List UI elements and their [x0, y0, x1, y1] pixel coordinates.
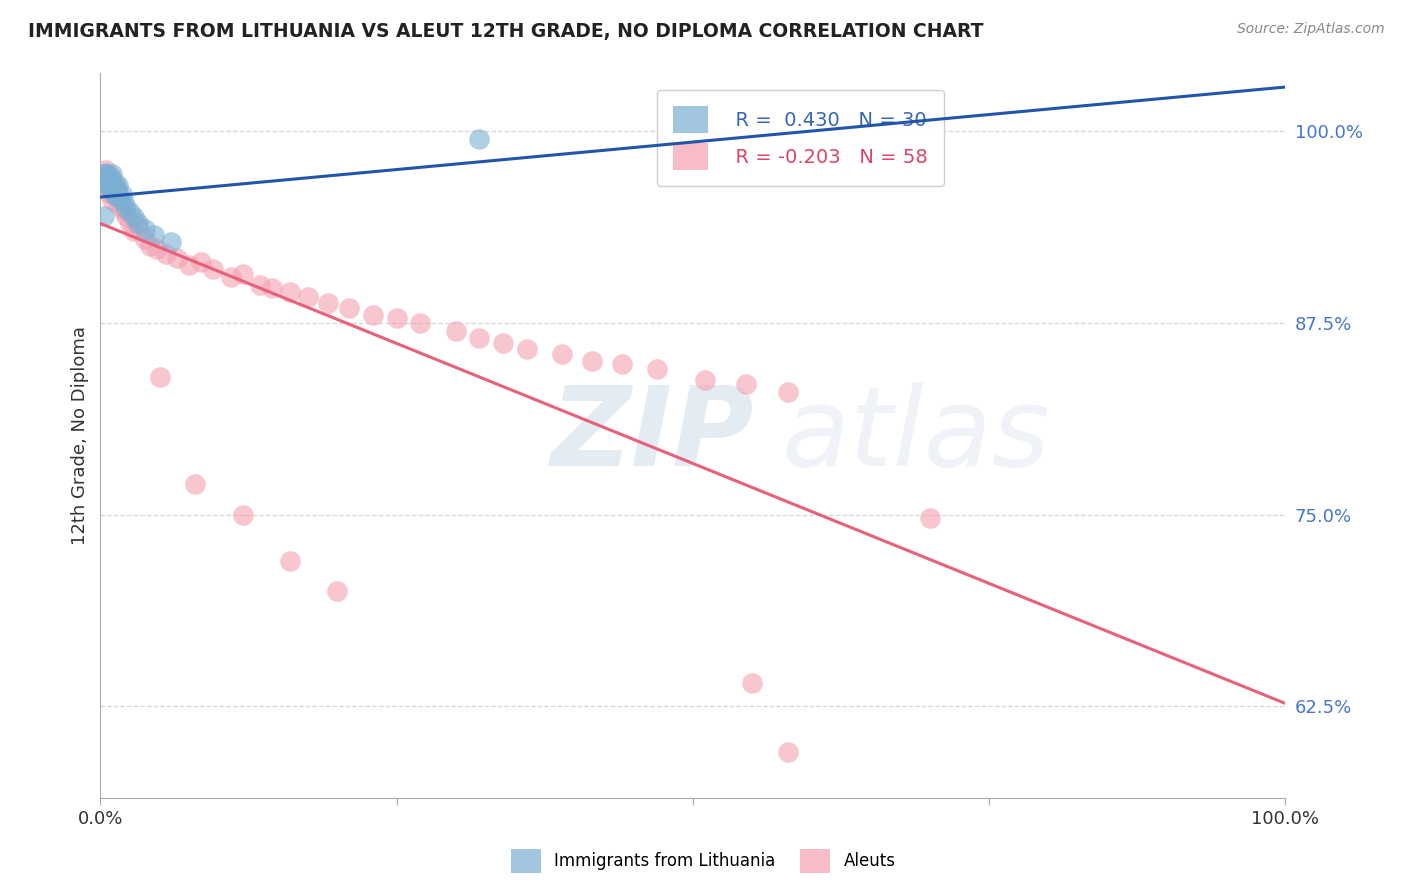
Point — [468, 132, 491, 146]
Text: IMMIGRANTS FROM LITHUANIA VS ALEUT 12TH GRADE, NO DIPLOMA CORRELATION CHART: IMMIGRANTS FROM LITHUANIA VS ALEUT 12TH … — [28, 22, 984, 41]
Point — [105, 184, 128, 198]
Point — [108, 188, 131, 202]
Point — [104, 178, 127, 192]
Point — [118, 205, 141, 219]
Point — [409, 316, 432, 330]
Point — [179, 258, 201, 272]
Point — [262, 280, 284, 294]
Point — [112, 194, 135, 209]
Point — [127, 219, 149, 234]
Point — [160, 235, 183, 249]
Point — [155, 247, 177, 261]
Point — [112, 204, 135, 219]
Point — [101, 173, 124, 187]
Point — [103, 188, 125, 202]
Point — [134, 222, 156, 236]
Point — [645, 362, 668, 376]
Point — [97, 186, 120, 200]
Point — [385, 311, 408, 326]
Point — [110, 192, 132, 206]
Point — [104, 188, 127, 202]
Point — [98, 175, 121, 189]
Point — [98, 182, 121, 196]
Text: ZIP: ZIP — [551, 382, 754, 489]
Point — [108, 192, 131, 206]
Point — [551, 346, 574, 360]
Point — [98, 177, 121, 191]
Point — [444, 324, 467, 338]
Point — [111, 201, 134, 215]
Point — [516, 342, 538, 356]
Point — [326, 584, 349, 599]
Point — [776, 384, 799, 399]
Point — [100, 181, 122, 195]
Point — [278, 553, 301, 567]
Point — [118, 216, 141, 230]
Point — [249, 277, 271, 292]
Point — [741, 676, 763, 690]
Point — [231, 508, 253, 522]
Point — [142, 228, 165, 243]
Point — [361, 308, 384, 322]
Point — [146, 242, 169, 256]
Legend: Immigrants from Lithuania, Aleuts: Immigrants from Lithuania, Aleuts — [503, 842, 903, 880]
Point — [111, 187, 134, 202]
Point — [100, 170, 122, 185]
Point — [468, 331, 491, 345]
Point — [149, 369, 172, 384]
Point — [94, 173, 117, 187]
Point — [96, 170, 118, 185]
Point — [776, 745, 799, 759]
Point — [101, 193, 124, 207]
Point — [231, 267, 253, 281]
Point — [316, 296, 339, 310]
Point — [91, 167, 114, 181]
Point — [96, 179, 118, 194]
Point — [101, 167, 124, 181]
Point — [93, 167, 115, 181]
Point — [918, 510, 941, 524]
Point — [115, 201, 138, 215]
Point — [107, 178, 129, 192]
Y-axis label: 12th Grade, No Diploma: 12th Grade, No Diploma — [72, 326, 89, 545]
Point — [139, 239, 162, 253]
Point — [184, 476, 207, 491]
Point — [127, 216, 149, 230]
Point — [103, 186, 125, 200]
Point — [492, 335, 515, 350]
Point — [93, 209, 115, 223]
Point — [581, 354, 603, 368]
Text: Source: ZipAtlas.com: Source: ZipAtlas.com — [1237, 22, 1385, 37]
Point — [96, 166, 118, 180]
Point — [693, 373, 716, 387]
Point — [122, 224, 145, 238]
Point — [278, 285, 301, 300]
Point — [297, 290, 319, 304]
Point — [201, 262, 224, 277]
Point — [337, 301, 360, 315]
Point — [103, 179, 125, 194]
Point — [219, 269, 242, 284]
Point — [122, 210, 145, 224]
Point — [610, 357, 633, 371]
Point — [97, 175, 120, 189]
Text: atlas: atlas — [782, 382, 1050, 489]
Point — [735, 377, 758, 392]
Point — [105, 186, 128, 200]
Point — [97, 169, 120, 183]
Legend:   R =  0.430   N = 30,   R = -0.203   N = 58: R = 0.430 N = 30, R = -0.203 N = 58 — [657, 90, 943, 186]
Point — [134, 231, 156, 245]
Point — [103, 181, 125, 195]
Point — [96, 178, 118, 192]
Point — [166, 252, 188, 266]
Point — [96, 162, 118, 177]
Point — [94, 173, 117, 187]
Point — [190, 254, 212, 268]
Point — [115, 209, 138, 223]
Point — [107, 196, 129, 211]
